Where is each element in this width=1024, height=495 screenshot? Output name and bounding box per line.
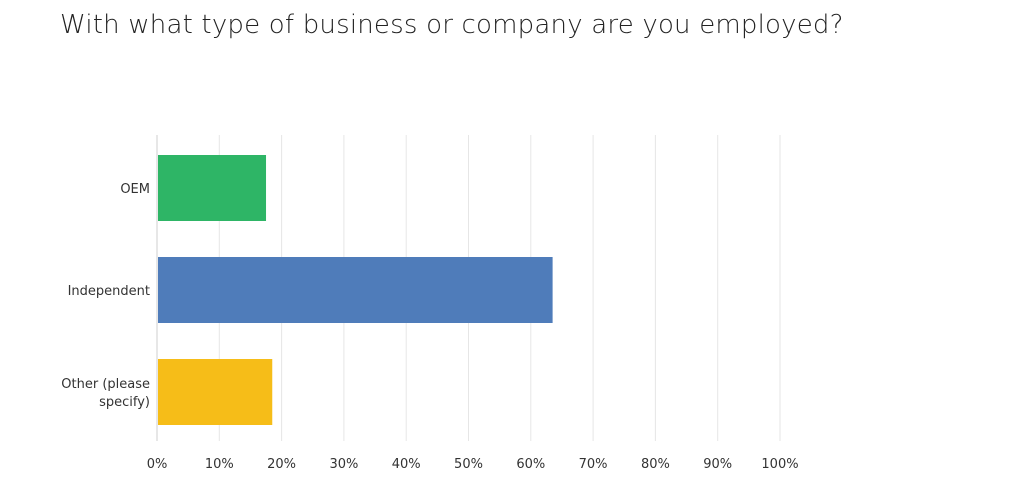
x-tick-label: 0% bbox=[147, 457, 168, 472]
bars bbox=[158, 155, 553, 425]
x-tick-label: 10% bbox=[205, 457, 234, 472]
x-tick-label: 30% bbox=[329, 457, 358, 472]
category-label: Independent bbox=[68, 284, 150, 299]
bar-oem bbox=[158, 155, 267, 221]
category-label: OEM bbox=[120, 182, 150, 197]
category-label-line: specify) bbox=[99, 395, 150, 410]
x-tick-label: 60% bbox=[516, 457, 545, 472]
category-label: Other (please specify) bbox=[61, 377, 150, 410]
x-tick-labels: 0% 10% 20% 30% 40% 50% 60% 70% 80% 90% 100% bbox=[147, 457, 799, 472]
x-tick-label: 100% bbox=[761, 457, 798, 472]
x-tick-label: 50% bbox=[454, 457, 483, 472]
category-label-line: Other (please bbox=[61, 377, 150, 392]
bar-other-please-specify bbox=[158, 359, 273, 425]
x-tick-label: 90% bbox=[703, 457, 732, 472]
category-label-line: OEM bbox=[120, 182, 150, 197]
category-label-line: Independent bbox=[68, 284, 150, 299]
bar-independent bbox=[158, 257, 553, 323]
category-labels: OEM Independent Other (please specify) bbox=[61, 182, 150, 410]
x-tick-label: 70% bbox=[579, 457, 608, 472]
page-title: With what type of business or company ar… bbox=[60, 10, 844, 40]
x-tick-label: 40% bbox=[392, 457, 421, 472]
x-tick-label: 80% bbox=[641, 457, 670, 472]
x-tick-label: 20% bbox=[267, 457, 296, 472]
